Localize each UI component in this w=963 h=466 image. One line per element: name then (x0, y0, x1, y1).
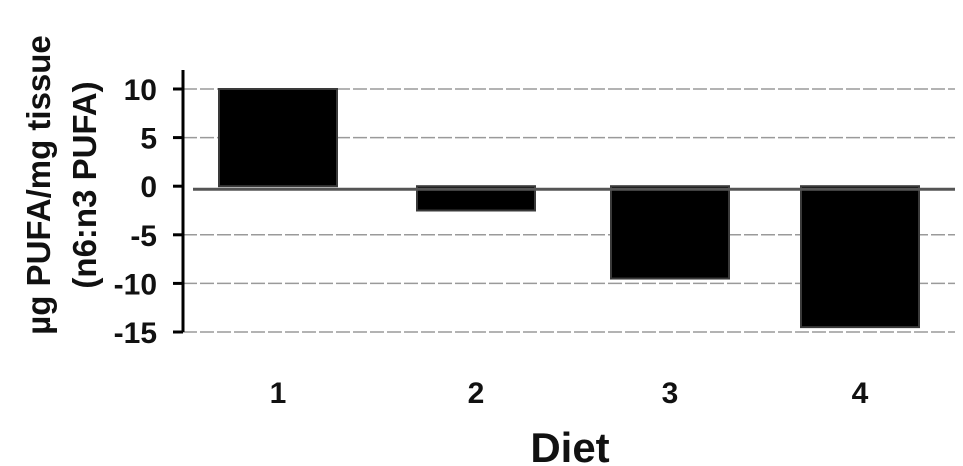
y-tick-label: -10 (114, 268, 157, 301)
y-tick-label: -15 (114, 317, 157, 350)
y-tick-label: -5 (130, 220, 157, 253)
x-tick-label: 3 (662, 377, 679, 410)
x-tick-label: 2 (468, 377, 485, 410)
y-tick-label: 10 (124, 74, 157, 107)
bars (218, 88, 920, 329)
y-axis-title-line-2: (n6:n3 PUFA) (66, 81, 103, 288)
bar-diet-4 (800, 185, 920, 329)
y-axis-ticks: 10 5 0 -5 -10 -15 (114, 74, 183, 350)
bar-diet-3 (610, 185, 730, 280)
x-tick-label: 1 (270, 377, 287, 410)
y-tick-label: 5 (140, 123, 157, 156)
bar-diet-1 (218, 88, 338, 188)
x-axis-ticks: 1 2 3 4 (270, 377, 869, 410)
y-tick-label: 0 (140, 171, 157, 204)
x-axis-title: Diet (530, 424, 609, 466)
y-axis-title-line-1: µg PUFA/mg tissue (20, 35, 57, 335)
x-tick-label: 4 (852, 377, 869, 410)
